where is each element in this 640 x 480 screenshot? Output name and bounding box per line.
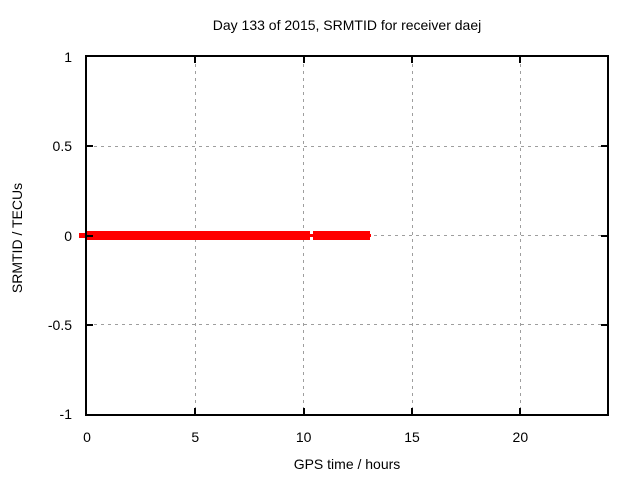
x-tick-label: 15 xyxy=(404,429,420,445)
x-tick-bottom xyxy=(519,408,522,414)
x-tick-label: 5 xyxy=(191,429,200,445)
series-segment xyxy=(313,231,370,240)
x-tick-bottom xyxy=(302,408,305,414)
x-tick-top xyxy=(411,57,413,63)
x-tick-bottom xyxy=(411,408,413,414)
y-tick-label: 0 xyxy=(64,227,72,244)
x-tick-top xyxy=(519,57,522,63)
y-tick-left xyxy=(87,234,93,237)
series-left-cap xyxy=(79,233,87,238)
x-tick-label: 20 xyxy=(512,429,529,445)
plot-inner xyxy=(79,57,607,414)
y-tick-label: -0.5 xyxy=(47,316,72,333)
x-axis-label: GPS time / hours xyxy=(293,456,401,472)
x-tick-bottom xyxy=(194,408,197,414)
plot-area xyxy=(79,55,609,416)
y-tick-label: -1 xyxy=(59,406,72,422)
y-tick-right xyxy=(601,323,607,326)
y-tick-right xyxy=(601,145,607,148)
y-gridline xyxy=(87,145,607,147)
y-tick-left xyxy=(87,323,93,326)
series-segment xyxy=(87,231,311,240)
y-tick-right xyxy=(601,234,607,237)
chart-title: Day 133 of 2015, SRMTID for receiver dae… xyxy=(212,17,482,33)
y-tick-left xyxy=(87,145,93,148)
x-tick-label: 10 xyxy=(295,429,312,445)
y-tick-label: 1 xyxy=(64,49,72,65)
x-tick-top xyxy=(194,57,197,63)
y-tick-label: 0.5 xyxy=(52,138,72,155)
x-tick-label: 0 xyxy=(83,429,91,445)
y-gridline xyxy=(87,324,607,326)
x-tick-top xyxy=(302,57,305,63)
